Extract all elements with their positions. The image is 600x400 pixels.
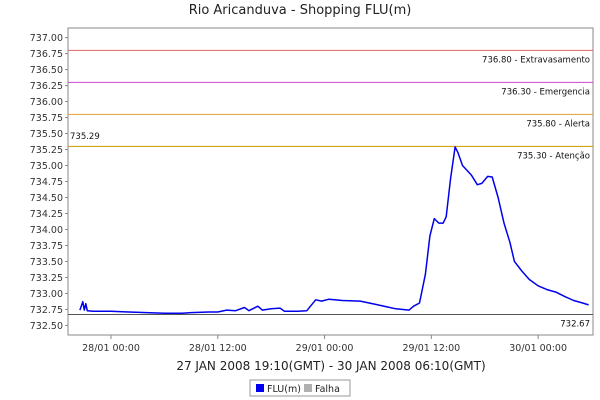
plot-area — [67, 27, 594, 336]
series-line-flu — [79, 146, 589, 315]
y-tick-label: 733.00 — [30, 289, 63, 300]
y-tick-label: 736.50 — [30, 65, 63, 76]
max-value-label: 735.29 — [70, 132, 100, 142]
x-tick-label: 30/01 00:00 — [509, 343, 567, 354]
threshold-label: 735.30 - Atenção — [517, 151, 590, 161]
y-tick-label: 736.25 — [30, 81, 63, 92]
chart-title: Rio Aricanduva - Shopping FLU(m) — [189, 3, 412, 18]
y-tick-label: 735.75 — [30, 113, 63, 124]
x-tick-label: 29/01 00:00 — [296, 343, 354, 354]
threshold-label: 735.80 - Alerta — [526, 119, 590, 129]
y-axis: 737.00 736.75 736.50 736.25 736.00 735.75 735.… — [30, 33, 68, 332]
legend-swatch — [256, 384, 264, 392]
y-tick-label: 735.25 — [30, 145, 63, 156]
y-tick-label: 734.25 — [30, 209, 63, 220]
y-tick-label: 737.00 — [30, 33, 63, 44]
legend-label: Falha — [315, 384, 340, 395]
min-value-label: 732.67 — [560, 320, 590, 330]
legend: FLU(m) Falha — [249, 379, 351, 397]
y-tick-label: 736.00 — [30, 97, 63, 108]
y-tick-label: 733.50 — [30, 257, 63, 268]
x-tick-label: 28/01 12:00 — [189, 343, 247, 354]
threshold-label: 736.80 - Extravasamento — [482, 55, 590, 65]
y-tick-label: 734.75 — [30, 177, 63, 188]
y-tick-label: 734.00 — [30, 225, 63, 236]
legend-label: FLU(m) — [267, 384, 301, 395]
y-tick-label: 732.75 — [30, 305, 63, 316]
x-tick-label: 29/01 12:00 — [402, 343, 460, 354]
y-tick-label: 735.00 — [30, 161, 63, 172]
x-axis: 28/01 00:00 28/01 12:00 29/01 00:00 29/01 1… — [82, 335, 567, 354]
legend-box — [249, 379, 351, 397]
y-tick-label: 733.25 — [30, 273, 63, 284]
chart-subtitle: 27 JAN 2008 19:10(GMT) - 30 JAN 2008 06:… — [176, 359, 485, 373]
threshold-lines: 736.80 - Extravasamento 736.30 - Emergenc… — [68, 49, 593, 161]
y-tick-label: 736.75 — [30, 49, 63, 60]
y-tick-label: 733.75 — [30, 241, 63, 252]
series-group — [79, 146, 589, 315]
legend-swatch — [304, 384, 312, 392]
y-tick-label: 735.50 — [30, 129, 63, 140]
annotations: 732.67 735.29 — [68, 132, 593, 330]
y-tick-label: 734.50 — [30, 193, 63, 204]
x-tick-label: 28/01 00:00 — [82, 343, 140, 354]
threshold-label: 736.30 - Emergencia — [501, 87, 590, 97]
y-tick-label: 732.50 — [30, 321, 63, 332]
